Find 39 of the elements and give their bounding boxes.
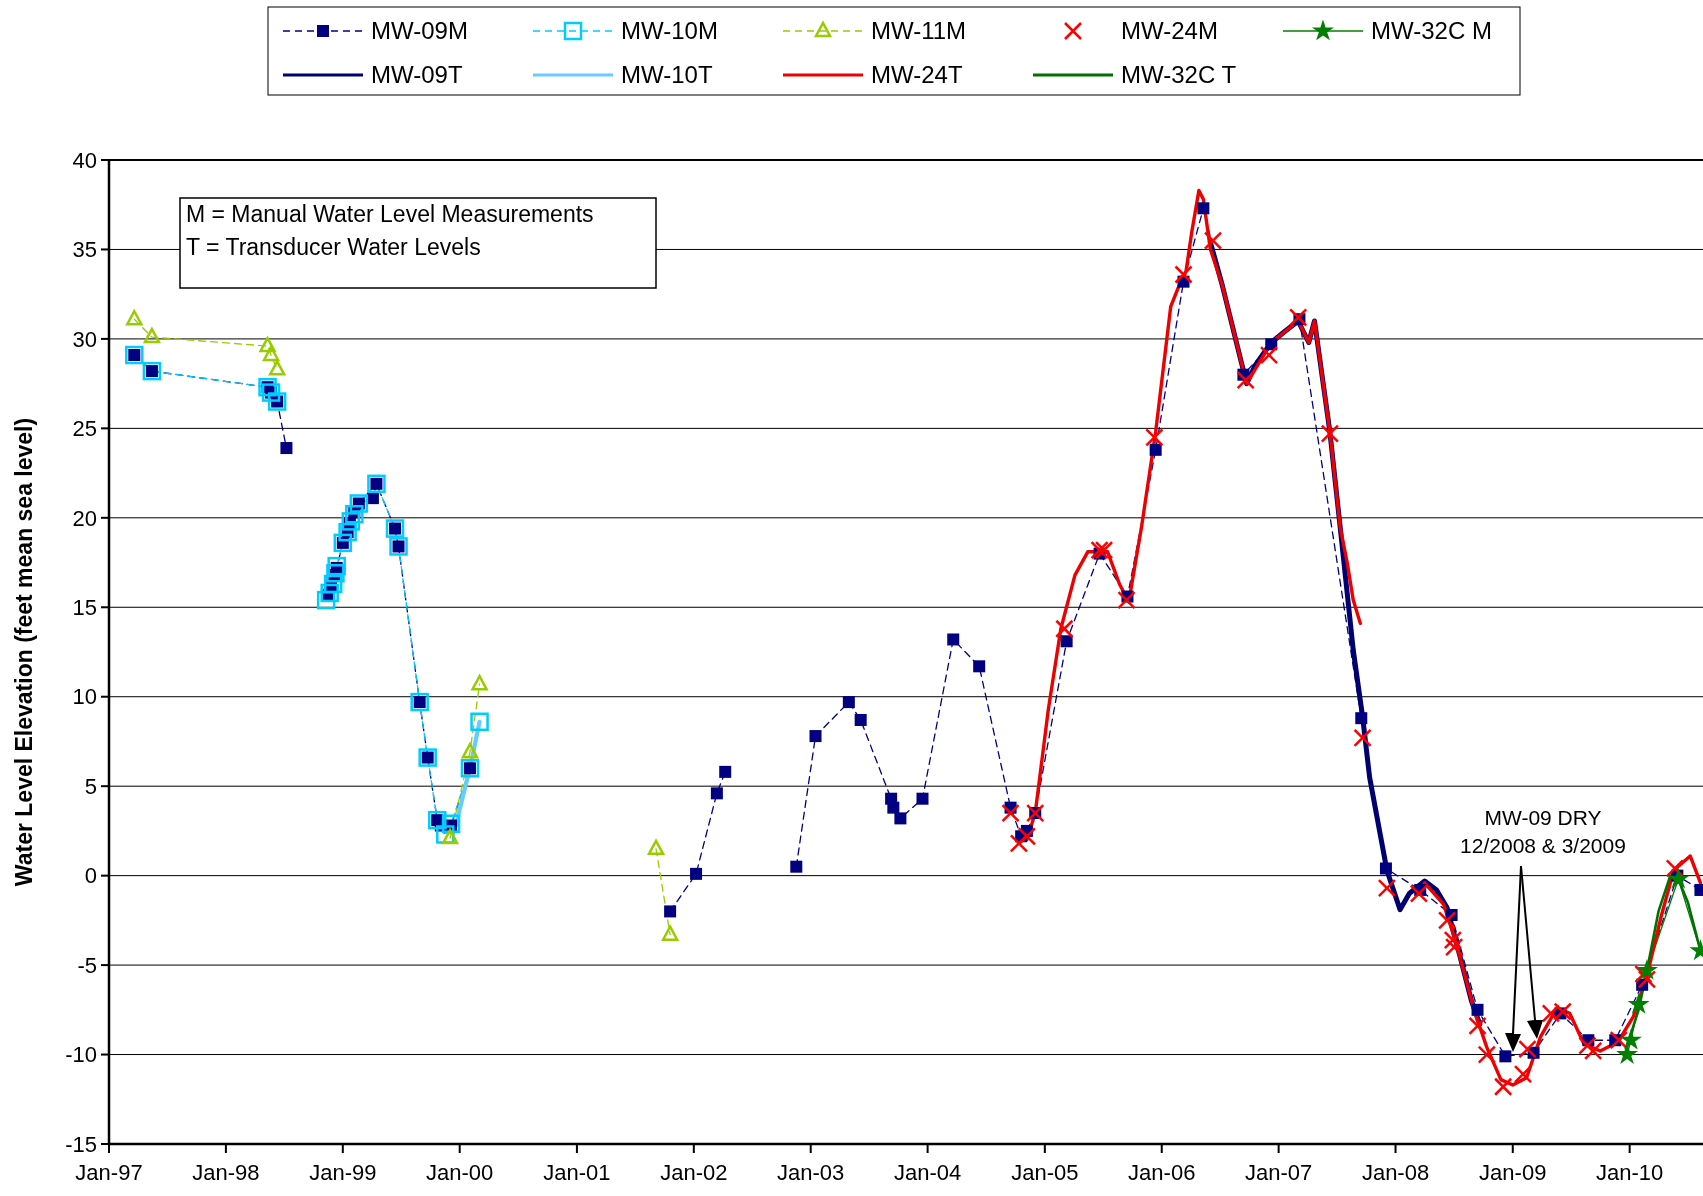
legend-label: MW-32C M xyxy=(1371,17,1492,45)
x-tick-label: Jan-98 xyxy=(192,1160,260,1185)
y-tick-label: 20 xyxy=(72,505,97,531)
x-tick-label: Jan-10 xyxy=(1596,1160,1664,1185)
x-tick-label: Jan-04 xyxy=(893,1160,962,1185)
legend-label: MW-24M xyxy=(1121,17,1218,45)
legend-label: MW-32C T xyxy=(1121,61,1237,89)
y-tick-label: -10 xyxy=(65,1042,97,1068)
x-tick-label: Jan-99 xyxy=(309,1160,377,1185)
y-tick-label: 30 xyxy=(72,326,97,352)
legend-label: MW-09M xyxy=(371,17,468,45)
y-tick-label: -5 xyxy=(77,952,97,978)
x-tick-label: Jan-02 xyxy=(660,1160,728,1185)
y-tick-label: 15 xyxy=(72,594,97,620)
y-tick-label: 25 xyxy=(72,416,97,442)
annotation: M = Manual Water Level Measurements xyxy=(186,201,594,227)
legend-label: MW-10T xyxy=(621,61,713,89)
y-axis-title: Water Level Elevation (feet mean sea level) xyxy=(11,417,37,887)
x-tick-label: Jan-01 xyxy=(543,1160,611,1185)
x-tick-label: Jan-97 xyxy=(75,1160,143,1185)
legend-label: MW-10M xyxy=(621,17,718,45)
x-tick-label: Jan-05 xyxy=(1011,1160,1079,1185)
x-tick-label: Jan-09 xyxy=(1479,1160,1547,1185)
x-tick-label: Jan-00 xyxy=(426,1160,494,1185)
legend-label: MW-11M xyxy=(871,17,967,45)
y-tick-label: -15 xyxy=(65,1131,97,1157)
x-tick-label: Jan-08 xyxy=(1361,1160,1430,1185)
y-tick-label: 35 xyxy=(72,237,97,263)
legend-label: MW-24T xyxy=(871,61,963,89)
y-tick-label: 10 xyxy=(72,684,97,710)
annotation: MW-09 DRY 12/2008 & 3/2009 xyxy=(1460,806,1626,857)
x-tick-label: Jan-06 xyxy=(1128,1160,1196,1185)
annotation: T = Transducer Water Levels xyxy=(186,234,481,260)
legend-label: MW-09T xyxy=(371,61,463,89)
x-tick-label: Jan-07 xyxy=(1245,1160,1313,1185)
x-tick-label: Jan-03 xyxy=(777,1160,845,1185)
y-tick-label: 5 xyxy=(84,773,97,799)
y-tick-label: 0 xyxy=(84,863,97,889)
y-tick-label: 40 xyxy=(72,147,97,173)
